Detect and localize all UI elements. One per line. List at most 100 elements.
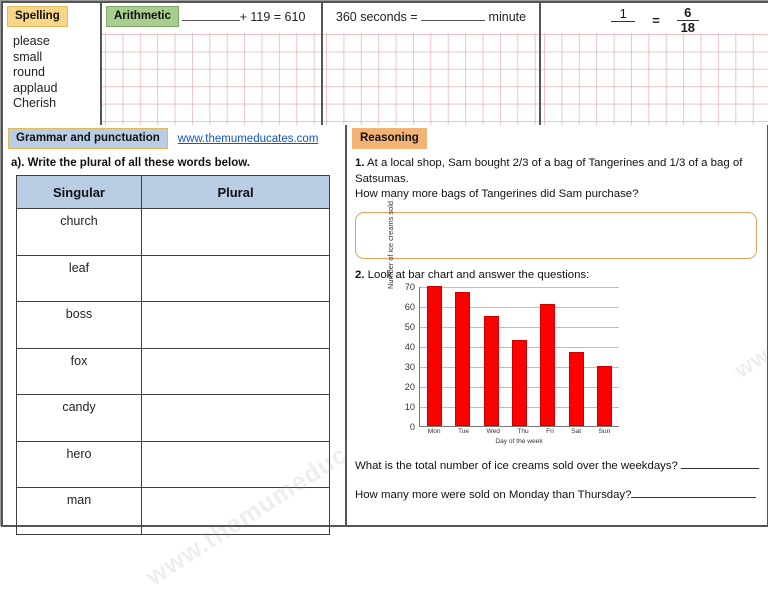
answer-blank[interactable]	[681, 457, 760, 469]
table-row: leaf	[16, 254, 330, 302]
column-header-singular: Singular	[16, 175, 142, 209]
chart-x-tick-label: Fri	[546, 427, 554, 435]
arithmetic-question-1: + 119 = 610	[172, 9, 315, 24]
plural-answer-cell[interactable]	[141, 254, 330, 302]
grammar-instruction: a). Write the plural of all these words …	[11, 157, 250, 169]
plural-answer-cell[interactable]	[141, 347, 330, 395]
question-1-text: At a local shop, Sam bought 2/3 of a bag…	[355, 157, 743, 185]
question-4-text: How many more were sold on Monday than T…	[355, 488, 632, 501]
singular-cell: boss	[16, 301, 142, 349]
chart-y-tick-label: 30	[404, 361, 415, 372]
chart-x-axis-ticks: Mon Tue Wed Thu Fri Sat Sun	[419, 428, 619, 435]
chart-x-tick-label: Tue	[457, 427, 470, 435]
question-3-text: What is the total number of ice creams s…	[355, 459, 678, 472]
table-row: candy	[16, 394, 330, 442]
singular-cell: man	[16, 487, 142, 535]
reasoning-header-pill: Reasoning	[352, 128, 427, 149]
spelling-header-pill: Spelling	[7, 6, 68, 27]
table-row: church	[16, 208, 330, 256]
arithmetic-header-row-2: 360 seconds = minute	[323, 3, 539, 28]
arithmetic-question-2-prefix: 360 seconds =	[335, 10, 418, 24]
plural-answer-cell[interactable]	[141, 301, 330, 349]
fraction-left[interactable]: 1	[611, 5, 636, 35]
question-1-text-line2: How many more bags of Tangerines did Sam…	[355, 188, 639, 200]
table-row: hero	[16, 440, 330, 488]
table-row: man	[16, 487, 330, 535]
chart-y-tick-label: 10	[404, 401, 415, 412]
question-2-text: Look at bar chart and answer the questio…	[364, 268, 590, 281]
reasoning-question-4: How many more were sold on Monday than T…	[347, 472, 767, 501]
table-row: fox	[16, 347, 330, 395]
answer-blank[interactable]	[421, 9, 486, 21]
arithmetic-header-row: Arithmetic + 119 = 610	[102, 3, 321, 28]
spelling-header-row: Spelling	[3, 3, 100, 28]
plural-answer-cell[interactable]	[141, 208, 330, 256]
spelling-word: Cherish	[13, 96, 57, 111]
arithmetic-header-row-3: 1 = 6 18	[541, 3, 768, 35]
chart-x-tick-label: Sun	[598, 427, 611, 435]
chart-y-tick-label: 70	[404, 281, 415, 292]
fraction-right-numerator: 6	[684, 5, 692, 20]
chart-gridline	[420, 286, 619, 288]
table-row: boss	[16, 301, 330, 349]
singular-cell: hero	[16, 440, 142, 488]
grammar-panel: Grammar and punctuation www.themumeducat…	[1, 125, 450, 591]
squared-working-grid[interactable]	[541, 33, 768, 125]
spelling-word: applaud	[13, 80, 58, 95]
ice-cream-bar-chart: Number of ice creams sold 0 10 20 30 40 50 60 7…	[386, 201, 627, 449]
chart-bar	[455, 291, 471, 426]
table-header-row: Singular Plural	[16, 175, 330, 209]
chart-x-tick-label: Sat	[571, 427, 582, 435]
arithmetic-header-pill: Arithmetic	[106, 6, 179, 27]
answer-blank[interactable]	[181, 9, 240, 21]
chart-y-tick-label: 20	[404, 381, 415, 392]
reasoning-question-3: What is the total number of ice creams s…	[347, 449, 767, 472]
chart-bar	[540, 303, 556, 426]
grammar-header-pill: Grammar and punctuation	[8, 128, 168, 149]
plural-answer-cell[interactable]	[141, 394, 330, 442]
chart-x-tick-label: Thu	[517, 427, 529, 435]
spelling-word-list: please small round applaud Cherish	[3, 28, 100, 112]
chart-x-tick-label: Wed	[486, 427, 500, 435]
chart-gridline	[420, 306, 619, 308]
reasoning-header-row: Reasoning	[347, 125, 767, 149]
question-1-number: 1.	[355, 157, 365, 169]
chart-x-tick-label: Mon	[427, 427, 441, 435]
grammar-header-row: Grammar and punctuation www.themumeducat…	[3, 125, 345, 149]
chart-plot-area	[419, 285, 619, 427]
spelling-panel: Spelling please small round applaud Cher…	[1, 1, 102, 125]
fraction-right: 6 18	[676, 5, 699, 35]
plural-answer-cell[interactable]	[141, 440, 330, 488]
answer-blank[interactable]	[631, 486, 757, 498]
equals-sign: =	[652, 13, 660, 29]
spelling-word: please	[13, 34, 50, 48]
bottom-section-row: Grammar and punctuation www.themumeducat…	[1, 125, 768, 591]
top-section-row: Spelling please small round applaud Cher…	[1, 1, 768, 127]
chart-y-tick-label: 60	[404, 301, 415, 312]
arithmetic-question-3: 1 = 6 18	[541, 5, 768, 35]
squared-working-grid[interactable]	[323, 33, 539, 125]
fraction-left-denominator-blank[interactable]	[611, 20, 636, 35]
singular-cell: candy	[16, 394, 142, 442]
column-header-plural: Plural	[141, 175, 330, 209]
chart-y-tick-label: 50	[404, 321, 415, 332]
chart-bar	[568, 351, 584, 426]
reasoning-panel: Reasoning 1. At a local shop, Sam bought…	[347, 125, 768, 527]
plural-table: Singular Plural church leaf boss	[16, 175, 330, 535]
chart-y-tick-label: 40	[404, 341, 415, 352]
reasoning-question-1: 1. At a local shop, Sam bought 2/3 of a …	[347, 149, 767, 203]
arithmetic-panel-3: 1 = 6 18	[541, 1, 768, 125]
arithmetic-question-2-suffix: minute	[488, 10, 527, 24]
chart-gridline	[420, 326, 619, 328]
website-link[interactable]: www.themumeducates.com	[177, 132, 319, 145]
singular-cell: leaf	[16, 254, 142, 302]
plural-answer-cell[interactable]	[141, 487, 330, 535]
arithmetic-panel-2: 360 seconds = minute	[323, 1, 541, 125]
fraction-left-numerator: 1	[619, 5, 627, 21]
chart-y-tick-label: 0	[409, 421, 415, 432]
singular-cell: fox	[16, 347, 142, 395]
answer-box[interactable]	[355, 211, 757, 259]
squared-working-grid[interactable]	[102, 33, 321, 125]
chart-bar	[483, 315, 499, 426]
